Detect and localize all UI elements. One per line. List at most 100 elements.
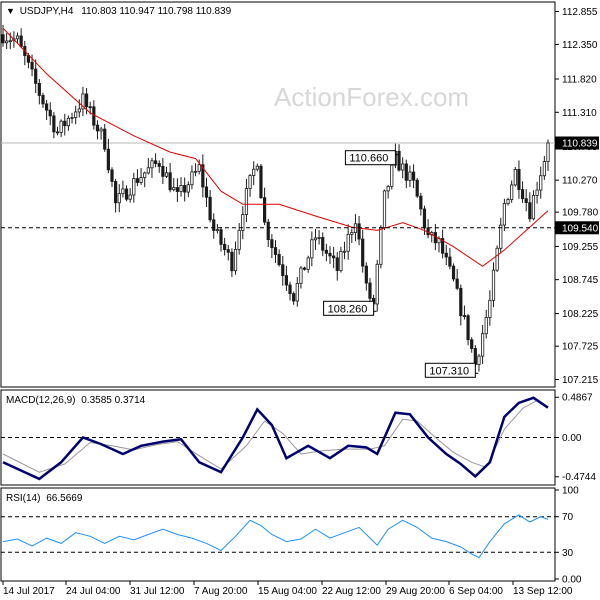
candle-body: [70, 116, 74, 119]
rsi-level-lines: [1, 516, 555, 553]
candle-body: [310, 239, 314, 259]
candle-body: [197, 164, 201, 172]
candle-body: [524, 198, 528, 204]
ohlc-values: 110.803 110.947 110.798 110.839: [81, 6, 231, 17]
candle-body: [295, 283, 299, 302]
candle-body: [262, 197, 267, 223]
candle-body: [183, 185, 187, 193]
candle-body: [74, 111, 78, 118]
candle-body: [175, 187, 179, 192]
level-price-tag: 109.540: [555, 221, 599, 235]
candle-body: [26, 55, 31, 63]
price-tick-label: 111.310: [562, 108, 597, 119]
candle-body: [375, 263, 379, 305]
candle-body: [204, 186, 209, 198]
candle-body: [110, 169, 114, 182]
price-tick-label: 112.855: [562, 7, 598, 18]
candle-body: [499, 224, 503, 249]
chart-header: ▼ USDJPY,H4 110.803 110.947 110.798 110.…: [6, 6, 232, 17]
candle-body: [135, 178, 140, 183]
candle-body: [350, 232, 354, 235]
candle-body: [117, 193, 121, 204]
time-tick-label: 24 Jul 04:00: [66, 586, 121, 597]
time-axis: 14 Jul 2017 24 Jul 04:00 31 Jul 12:00 7 Aug…: [2, 581, 573, 597]
price-annotation-box: [323, 300, 375, 316]
candle-body: [422, 208, 427, 229]
candle-body: [419, 195, 423, 210]
rsi-tick-label: 0.00: [562, 575, 582, 586]
time-tick-label: 7 Aug 20:00: [194, 586, 248, 597]
candle-body: [281, 264, 285, 276]
macd-tick-label: 0.4867: [562, 393, 593, 404]
candle-body: [139, 177, 143, 183]
candle-body: [368, 282, 372, 299]
candle-body: [219, 229, 223, 245]
candle-body: [433, 232, 437, 244]
price-tick-label: 107.725: [562, 342, 599, 353]
candle-body: [233, 248, 238, 272]
candle-body: [542, 161, 546, 177]
candle-body: [448, 256, 452, 267]
candle-body: [382, 190, 387, 228]
macd-axis: 0.4867 0.00 -0.4744: [555, 393, 596, 483]
candle-body: [397, 150, 401, 171]
candle-body: [270, 239, 274, 249]
price-tick-label: 108.225: [562, 309, 599, 320]
level-price-tag-bg: [555, 221, 599, 235]
candle-body: [462, 315, 467, 317]
candle-body: [324, 249, 328, 254]
candle-body: [215, 229, 219, 232]
rsi-label: RSI(14): [6, 493, 40, 504]
candle-body: [277, 254, 281, 266]
candle-body: [186, 184, 190, 193]
candle-body: [488, 299, 492, 318]
candle-body: [415, 179, 419, 197]
candle-body: [241, 214, 245, 231]
candle-body: [95, 124, 100, 132]
candle-body: [441, 238, 445, 254]
candle-body: [321, 237, 325, 251]
candle-body: [190, 171, 194, 186]
candle-body: [114, 181, 118, 204]
candle-body: [132, 178, 136, 196]
time-tick-label: 13 Sep 12:00: [513, 586, 573, 597]
candle-body: [150, 160, 154, 169]
candle-body: [244, 188, 249, 215]
candle-body: [248, 175, 252, 189]
candle-body: [273, 247, 278, 255]
macd-signal-line: [2, 399, 549, 473]
candle-body: [357, 223, 361, 240]
candle-body: [34, 68, 38, 84]
candle-body: [8, 40, 12, 43]
candle-body: [19, 35, 23, 47]
candle-body: [546, 142, 550, 162]
candle-body: [66, 117, 70, 127]
macd-line: [2, 396, 549, 481]
candle-body: [411, 171, 416, 181]
macd-tick-label: -0.4744: [562, 472, 596, 483]
symbol-label: USDJPY,H4: [20, 6, 74, 17]
candle-body: [426, 227, 430, 236]
candle-body: [106, 148, 110, 171]
candle-body: [92, 106, 96, 126]
candle-body: [77, 108, 81, 113]
candle-body: [313, 237, 318, 241]
rsi-value: 66.5669: [46, 493, 83, 504]
candle-body: [480, 333, 485, 357]
candle-body: [470, 339, 474, 349]
candle-body: [386, 185, 390, 192]
moving-average-line: [2, 27, 549, 267]
time-tick-label: 22 Aug 12:00: [322, 586, 381, 597]
candle-body: [317, 237, 321, 239]
rsi-axis: 100 70 30 0.00: [555, 486, 582, 586]
candle-body: [237, 229, 241, 250]
candle-body: [255, 165, 259, 170]
candle-body: [466, 315, 470, 341]
candle-body: [153, 160, 158, 164]
candle-body: [164, 172, 169, 177]
candle-body: [5, 40, 9, 44]
candle-body: [401, 163, 405, 171]
candle-body: [124, 188, 129, 200]
price-tick-label: 109.255: [562, 242, 599, 253]
